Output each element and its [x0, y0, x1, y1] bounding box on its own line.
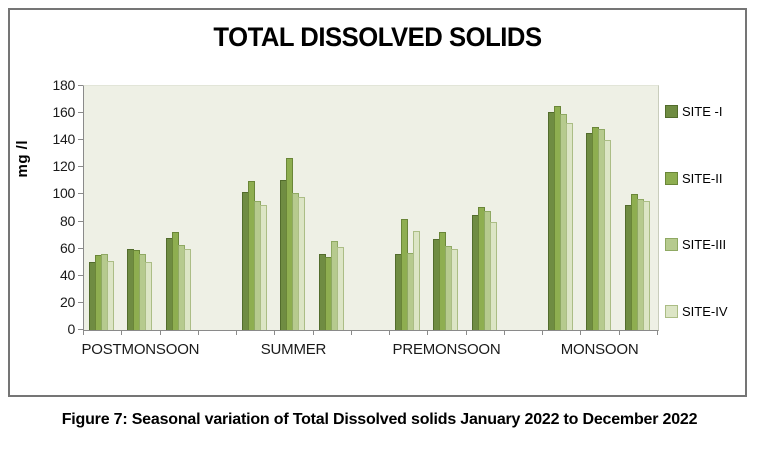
y-axis-tick [78, 139, 83, 141]
y-axis-tick-label: 80 [60, 212, 75, 229]
x-axis-tick [236, 330, 238, 335]
y-axis-tick-label: 180 [52, 77, 76, 93]
y-axis-tick [78, 274, 83, 276]
chart-panel: TOTAL DISSOLVED SOLIDS mg /l 0 20 40 60 80 10… [8, 8, 747, 397]
y-axis-tick [78, 112, 83, 114]
x-axis-tick [274, 330, 276, 335]
x-axis-category-label: SUMMER [260, 341, 327, 358]
legend-swatch [665, 105, 678, 118]
bar [298, 197, 306, 330]
y-axis-tick-label: 40 [60, 266, 75, 283]
y-axis-tick [78, 301, 83, 303]
bar-cluster [548, 106, 574, 330]
x-axis-tick [542, 330, 544, 335]
legend-item: SITE-IV [665, 304, 728, 319]
bar-cluster [395, 219, 421, 330]
y-axis-tick [78, 220, 83, 222]
bar [260, 205, 268, 330]
bar-cluster [89, 254, 114, 330]
y-axis-tick-label: 140 [52, 131, 76, 148]
y-axis-tick-label: 160 [52, 104, 76, 121]
bar-cluster [624, 194, 650, 330]
y-axis-tick-label: 120 [52, 158, 76, 175]
x-axis-tick [159, 330, 161, 335]
x-axis-tick [427, 330, 429, 335]
y-axis-tick [78, 85, 83, 86]
chart-title: TOTAL DISSOLVED SOLIDS [213, 22, 542, 52]
y-axis-tick [78, 329, 83, 330]
bar [604, 140, 612, 330]
bar-cluster [242, 181, 268, 330]
bar [183, 249, 191, 330]
y-axis-tick [78, 166, 83, 168]
bar [107, 261, 114, 330]
legend-swatch [665, 171, 678, 185]
x-axis-tick [580, 330, 582, 335]
bar [566, 123, 574, 330]
x-axis-tick [657, 330, 658, 335]
x-axis-tick [83, 330, 84, 335]
bar-cluster [433, 232, 459, 330]
legend-label: SITE -I [682, 104, 723, 119]
x-axis-category-label: POSTMONSOON [81, 341, 200, 358]
legend-swatch [665, 304, 678, 318]
y-axis-tick-label: 100 [52, 185, 76, 202]
x-axis-tick [618, 330, 620, 335]
legend-label: SITE-II [682, 170, 723, 186]
y-axis-tick-label: 60 [60, 239, 75, 256]
bar-cluster [127, 249, 153, 330]
plot-area [83, 85, 659, 331]
bar-cluster [165, 232, 191, 330]
bar [413, 231, 421, 330]
bar [145, 262, 153, 330]
x-axis-category-label: PREMONSOON [392, 341, 501, 358]
bar [489, 222, 497, 330]
y-axis-tick [78, 193, 83, 195]
x-axis-tick [465, 330, 467, 335]
bar [451, 249, 459, 330]
bar-cluster [318, 241, 344, 330]
figure-caption: Figure 7: Seasonal variation of Total Di… [61, 411, 698, 428]
x-axis-tick [121, 330, 123, 335]
legend-item: SITE-III [665, 237, 726, 252]
legend-swatch [665, 238, 678, 251]
x-axis-tick [389, 330, 391, 335]
x-axis-tick [312, 330, 314, 335]
x-axis-tick [197, 330, 199, 335]
y-axis-title: mg /l [14, 140, 31, 178]
y-axis-tick-label: 0 [67, 321, 76, 337]
legend-item: SITE-II [665, 171, 722, 186]
legend-label: SITE-III [682, 237, 727, 252]
bar-cluster [471, 207, 497, 330]
bar-cluster [586, 127, 612, 330]
bar-cluster [280, 158, 306, 330]
x-axis-tick [503, 330, 505, 335]
bar [642, 201, 650, 330]
legend-item: SITE -I [665, 104, 722, 119]
y-axis-tick [78, 247, 83, 249]
x-axis-category-label: MONSOON [560, 341, 639, 358]
y-axis-tick-label: 20 [60, 293, 75, 310]
x-axis-tick [350, 330, 352, 335]
bar [336, 247, 344, 330]
legend-label: SITE-IV [682, 303, 728, 319]
